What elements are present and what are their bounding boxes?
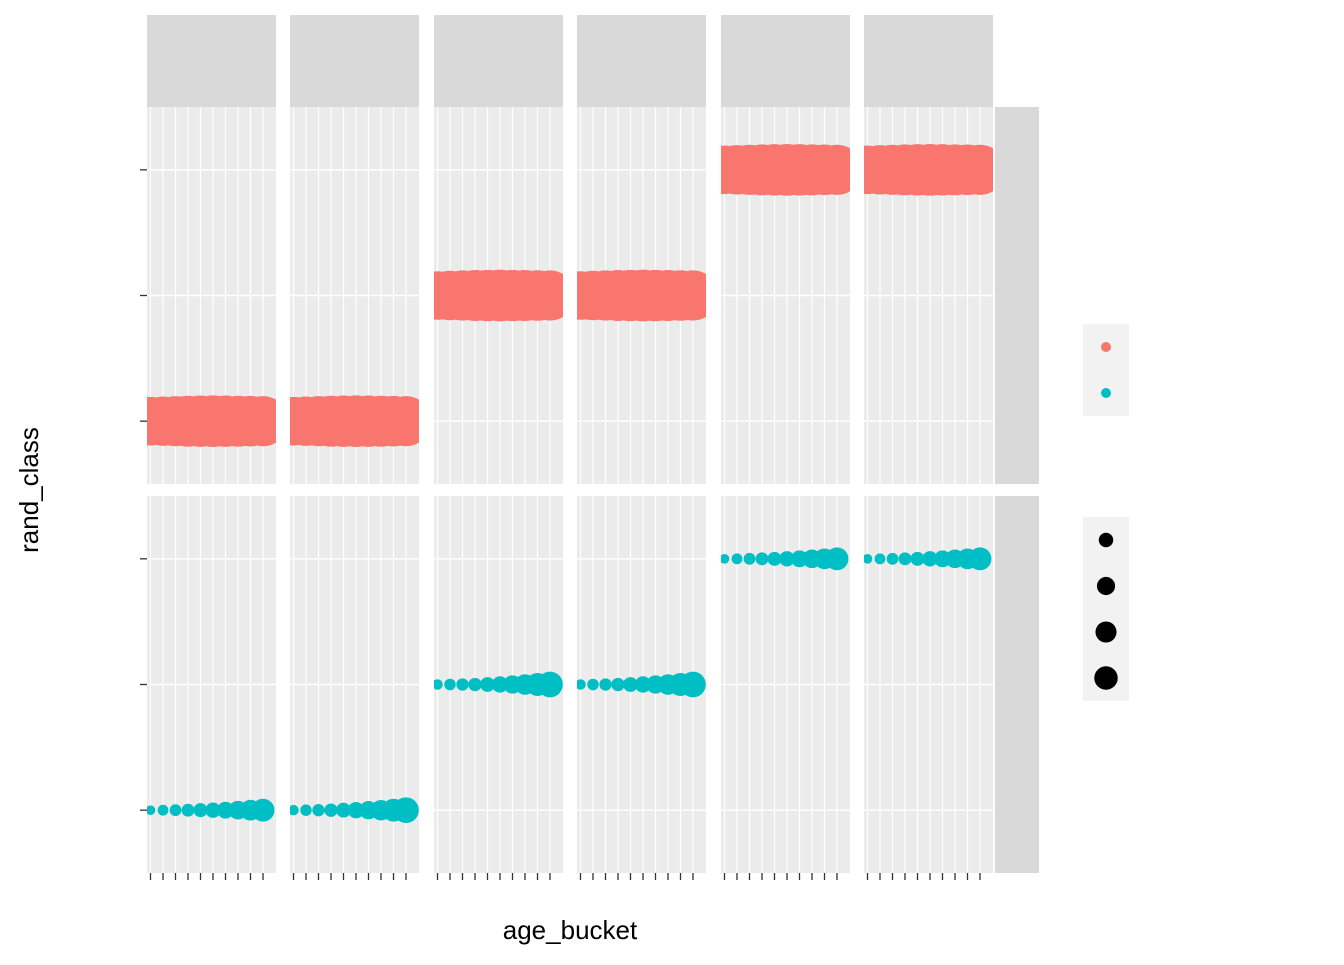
point-series <box>147 798 275 822</box>
legend-size-key <box>1096 576 1116 596</box>
point-series <box>434 671 563 698</box>
legend-size-key <box>1094 666 1118 690</box>
data-point <box>157 804 169 816</box>
data-point <box>721 554 730 564</box>
data-point <box>290 804 299 816</box>
data-point <box>205 802 221 818</box>
data-point <box>444 678 456 691</box>
facet-strip-row <box>995 496 1039 873</box>
data-point <box>755 552 769 566</box>
legend-color-key <box>1101 388 1111 398</box>
data-point <box>237 396 276 447</box>
data-point <box>193 803 208 818</box>
data-point <box>577 679 586 690</box>
point-series <box>864 143 993 196</box>
data-point <box>667 270 706 321</box>
data-point <box>169 804 182 817</box>
facet-strip-column <box>147 15 276 107</box>
facet-strip-column <box>721 15 850 107</box>
data-point <box>300 804 312 816</box>
point-series <box>577 671 706 698</box>
strip-background <box>577 15 706 107</box>
data-point <box>779 551 795 567</box>
legend-color <box>1083 324 1129 416</box>
data-point <box>864 554 873 564</box>
data-point <box>634 676 652 693</box>
data-point <box>811 144 850 195</box>
data-point <box>587 678 599 691</box>
data-point <box>491 676 509 693</box>
strip-background <box>864 15 993 107</box>
data-point <box>181 803 195 817</box>
data-point <box>336 802 351 818</box>
facet-strip-column <box>290 15 419 107</box>
strip-background <box>721 15 850 107</box>
data-point <box>147 805 156 815</box>
strip-background <box>995 107 1039 484</box>
point-series <box>147 395 276 448</box>
facet-strip-column <box>577 15 706 107</box>
data-point <box>874 553 886 565</box>
facet-strip-column <box>434 15 563 107</box>
facet-strip-row <box>995 107 1039 484</box>
point-series <box>290 395 419 448</box>
legend-size-key <box>1095 621 1117 643</box>
data-point <box>743 552 756 565</box>
data-point <box>767 551 782 566</box>
data-point <box>347 801 365 819</box>
data-point <box>731 553 743 565</box>
data-point <box>825 547 849 571</box>
point-series <box>721 143 850 196</box>
data-point <box>380 396 419 447</box>
data-point <box>886 552 899 565</box>
data-point <box>599 678 612 691</box>
data-point <box>968 547 992 571</box>
data-point <box>312 803 325 817</box>
data-point <box>910 551 925 566</box>
data-point <box>456 678 469 691</box>
point-series <box>577 269 706 322</box>
data-point <box>680 671 706 698</box>
strip-background <box>290 15 419 107</box>
strip-background <box>995 496 1039 873</box>
data-point <box>898 552 912 566</box>
x-axis-title: age_bucket <box>503 915 638 945</box>
data-point <box>434 679 443 690</box>
y-axis-title: rand_class <box>14 427 44 553</box>
data-point <box>393 797 419 824</box>
data-point <box>537 671 563 698</box>
point-series <box>290 797 419 824</box>
legend-size-key <box>1098 532 1114 548</box>
data-point <box>623 677 638 692</box>
data-point <box>468 677 482 692</box>
data-point <box>524 270 563 321</box>
data-point <box>922 551 938 567</box>
data-point <box>324 803 338 817</box>
facet-strip-column <box>864 15 993 107</box>
point-series <box>434 269 563 322</box>
legend-size <box>1083 517 1129 701</box>
data-point <box>611 677 625 692</box>
legend-color-key <box>1101 342 1111 352</box>
point-series <box>721 547 849 571</box>
data-point <box>251 798 275 822</box>
data-point <box>954 144 993 195</box>
strip-background <box>434 15 563 107</box>
strip-background <box>147 15 276 107</box>
data-point <box>480 677 495 692</box>
point-series <box>864 547 992 571</box>
